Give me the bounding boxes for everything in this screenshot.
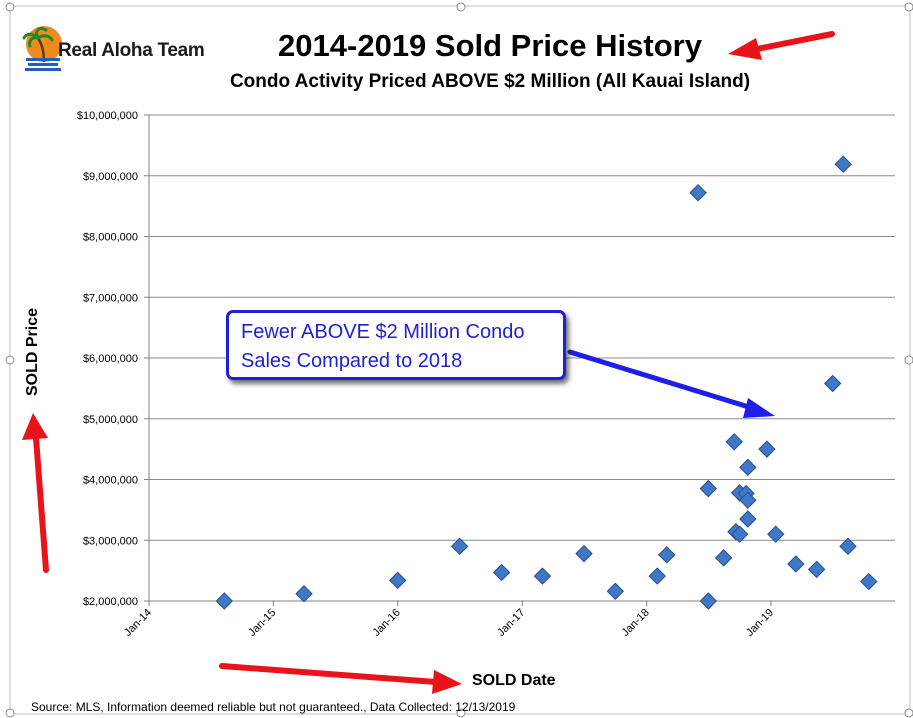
y-tick-label: $3,000,000 — [83, 535, 138, 547]
y-tick-label: $6,000,000 — [83, 353, 138, 365]
x-tick-label: Jan-14 — [122, 607, 154, 639]
data-point-diamond — [725, 433, 743, 451]
data-point-diamond — [787, 555, 805, 573]
x-tick-label: Jan-19 — [744, 607, 776, 639]
data-point-diamond — [739, 510, 757, 528]
axes — [148, 115, 895, 606]
x-tick-label: Jan-18 — [620, 607, 652, 639]
annotation-callout: Fewer ABOVE $2 Million Condo Sales Compa… — [226, 310, 566, 380]
y-axis-label: SOLD Price — [24, 307, 41, 397]
data-point-diamond — [648, 567, 666, 585]
data-point-diamond — [215, 592, 233, 610]
y-tick-label: $9,000,000 — [83, 171, 138, 183]
red-arrow-title-icon — [728, 31, 835, 60]
data-point-diamond — [758, 440, 776, 458]
red-arrow-xaxis-icon — [219, 663, 462, 694]
data-point-diamond — [492, 563, 511, 582]
data-points — [215, 155, 878, 610]
data-point-diamond — [823, 374, 842, 393]
y-tick-labels: $2,000,000 $3,000,000 $4,000,000 $5,000,000… — [77, 110, 138, 608]
y-tick-label: $4,000,000 — [83, 475, 138, 487]
data-point-diamond — [714, 549, 733, 567]
x-tick-label: Jan-17 — [495, 607, 527, 639]
data-point-diamond — [839, 537, 857, 556]
logo-icon — [22, 26, 62, 71]
data-point-diamond — [699, 479, 718, 498]
y-tick-label: $8,000,000 — [83, 232, 138, 244]
data-point-diamond — [689, 184, 707, 202]
annotation-line-2: Sales Compared to 2018 — [241, 350, 463, 372]
data-point-diamond — [606, 582, 625, 600]
data-point-diamond — [834, 155, 852, 173]
blue-arrow-icon — [567, 349, 775, 418]
x-tick-labels: Jan-14 Jan-15 Jan-16 Jan-17 Jan-18 Jan-19 — [122, 607, 776, 639]
logo-text: Real Aloha Team — [58, 40, 205, 61]
data-point-diamond — [807, 560, 826, 579]
y-tick-label: $10,000,000 — [77, 110, 138, 122]
annotation-line-1: Fewer ABOVE $2 Million Condo — [241, 321, 525, 343]
red-arrow-yaxis-icon — [22, 413, 49, 573]
y-tick-label: $7,000,000 — [83, 292, 138, 304]
data-point-diamond — [699, 592, 718, 610]
x-tick-label: Jan-15 — [246, 607, 278, 639]
frame-handles[interactable] — [5, 2, 913, 718]
data-point-diamond — [658, 546, 676, 564]
data-point-diamond — [860, 572, 878, 591]
y-tick-label: $5,000,000 — [83, 414, 138, 426]
chart-title: 2014-2019 Sold Price History — [278, 28, 702, 63]
source-note: Source: MLS, Information deemed reliable… — [31, 700, 516, 714]
data-point-diamond — [450, 537, 469, 556]
data-point-diamond — [575, 544, 593, 563]
y-tick-label: $2,000,000 — [83, 596, 138, 608]
chart-subtitle: Condo Activity Priced ABOVE $2 Million (… — [229, 71, 751, 92]
x-axis-label: SOLD Date — [472, 672, 556, 689]
data-point-diamond — [388, 571, 407, 590]
data-point-diamond — [730, 525, 749, 543]
data-point-diamond — [767, 525, 785, 543]
data-point-diamond — [739, 458, 757, 477]
data-point-diamond — [295, 585, 313, 603]
data-point-diamond — [533, 567, 552, 585]
x-tick-label: Jan-16 — [371, 607, 403, 639]
data-point-diamond — [739, 491, 757, 509]
